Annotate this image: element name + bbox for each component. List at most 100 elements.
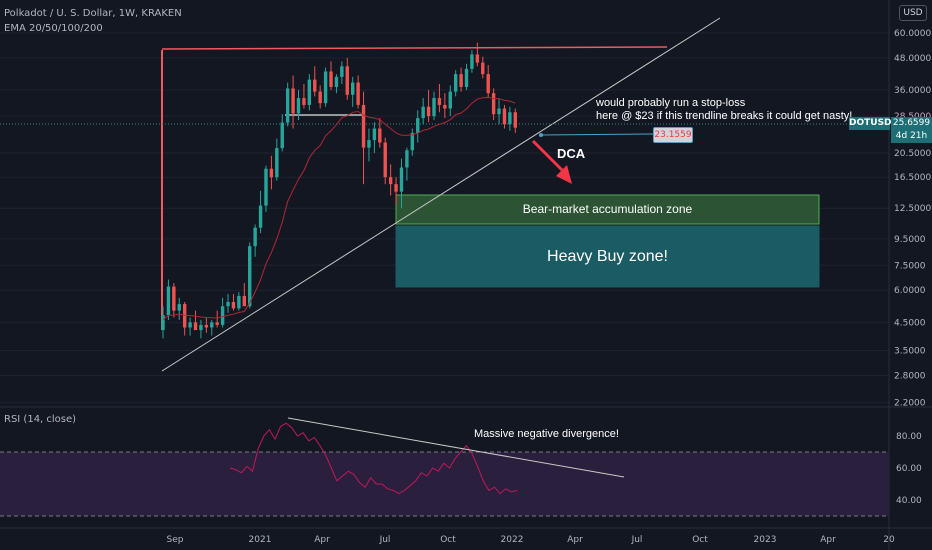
candle-body — [486, 74, 490, 94]
candle-body — [231, 302, 236, 309]
candle-body — [253, 227, 257, 247]
time-axis: Sep 2021 Apr Jul Oct 2022 Apr Jul Oct 2023 Apr 20 — [167, 535, 895, 545]
stop-loss-note-line1: would probably run a stop-loss — [596, 97, 746, 109]
price-tick-label: 36.0000 — [894, 86, 931, 96]
candle-body — [248, 246, 252, 307]
candle-body — [291, 88, 295, 114]
divergence-note: Massive negative divergence! — [474, 428, 619, 440]
stop-level-anchor — [539, 133, 543, 137]
candle-body — [307, 79, 312, 105]
price-tick-label: 6.0000 — [894, 286, 926, 296]
candle-body — [475, 54, 480, 63]
candle-body — [313, 79, 317, 92]
candle-body — [193, 322, 198, 331]
candle-body — [199, 324, 203, 331]
candle-body — [258, 205, 263, 228]
price-tick-label: 3.5000 — [894, 346, 926, 356]
currency-button[interactable]: USD — [899, 5, 927, 21]
rsi-tick-label: 60.00 — [896, 464, 922, 474]
candle-body — [383, 142, 387, 178]
candle-body — [388, 177, 393, 185]
candle-body — [340, 66, 344, 77]
candle-body — [443, 104, 447, 109]
dca-label: DCA — [557, 146, 586, 161]
candle-body — [453, 74, 458, 92]
candle-body — [372, 128, 377, 141]
candle-body — [210, 322, 214, 328]
price-tick-label: 48.0000 — [894, 54, 931, 64]
candle-body — [491, 93, 496, 115]
heavy-zone-rect — [395, 225, 820, 288]
price-tick-label: 60.0000 — [894, 29, 931, 39]
rsi-tick-label: 80.00 — [896, 432, 922, 442]
price-axis: 60.000048.000036.000028.500020.500016.50… — [894, 29, 931, 506]
rsi-legend[interactable]: RSI (14, close) — [4, 414, 77, 425]
candle-body — [367, 140, 371, 148]
stop-level-line — [540, 133, 654, 136]
candle-body — [437, 98, 442, 105]
rsi-band-fill — [0, 452, 889, 516]
bear-zone-rect — [395, 194, 820, 225]
candle-body — [334, 76, 339, 87]
candle-body — [361, 104, 366, 148]
price-tick-label: 20.5000 — [894, 149, 931, 159]
candle-body — [226, 302, 230, 307]
bar-countdown: 4d 21h — [895, 131, 928, 141]
symbol-price-tag: DOTUSD — [849, 117, 892, 130]
time-tick-label: 2022 — [501, 535, 524, 545]
candle-body — [464, 68, 469, 87]
candle-body — [426, 106, 431, 117]
stop-price-tag: 23.1559 — [653, 127, 693, 143]
candle-body — [177, 304, 181, 311]
symbol-title: Polkadot / U. S. Dollar, 1W, KRAKEN — [4, 8, 182, 19]
time-tick-label: 2023 — [754, 535, 777, 545]
candle-body — [399, 167, 404, 192]
candle-body — [448, 91, 452, 109]
candle-body — [502, 108, 507, 125]
price-tick-label: 4.5000 — [894, 318, 926, 328]
candles — [161, 42, 517, 339]
heavy-zone-label: Heavy Buy zone! — [547, 248, 668, 265]
candle-body — [497, 108, 501, 115]
time-tick-label: Jul — [379, 535, 391, 545]
price-tick-label: 2.8000 — [894, 371, 926, 381]
candle-body — [351, 82, 355, 95]
candle-body — [508, 112, 512, 125]
ema-lines — [162, 96, 516, 321]
time-tick-label: Apr — [567, 535, 583, 545]
dca-arrowhead — [556, 165, 572, 184]
candle-body — [432, 98, 436, 117]
candle-body — [378, 128, 382, 143]
candle-body — [285, 88, 290, 123]
overlay-drawings — [531, 139, 572, 184]
candle-body — [161, 315, 165, 331]
price-tick-label: 7.5000 — [894, 261, 926, 271]
price-tick-label: 9.5000 — [894, 235, 926, 245]
ema-line — [162, 96, 516, 321]
candle-body — [302, 98, 306, 105]
candle-body — [318, 91, 322, 104]
time-tick-label: Apr — [314, 535, 330, 545]
candle-body — [356, 82, 360, 105]
bear-zone-label: Bear-market accumulation zone — [522, 202, 693, 216]
candle-body — [405, 150, 409, 168]
drawn-lines — [0, 17, 889, 372]
rsi-pane — [0, 417, 889, 517]
candle-body — [182, 304, 187, 328]
candle-body — [513, 112, 517, 128]
time-tick-label: 20 — [883, 535, 895, 545]
candle-body — [280, 122, 284, 149]
candle-body — [421, 106, 425, 119]
stop-loss-note-line2: here @ $23 if this trendline breaks it c… — [596, 110, 853, 122]
candle-body — [237, 295, 241, 309]
rsi-tick-label: 40.00 — [896, 496, 922, 506]
price-tick-label: 12.5000 — [894, 204, 931, 214]
candle-body — [345, 66, 349, 95]
candle-body — [204, 324, 209, 328]
candle-body — [166, 286, 171, 316]
indicator-legend[interactable]: EMA 20/50/100/200 — [4, 23, 103, 34]
candle-body — [481, 62, 485, 75]
time-tick-label: Oct — [440, 535, 456, 545]
